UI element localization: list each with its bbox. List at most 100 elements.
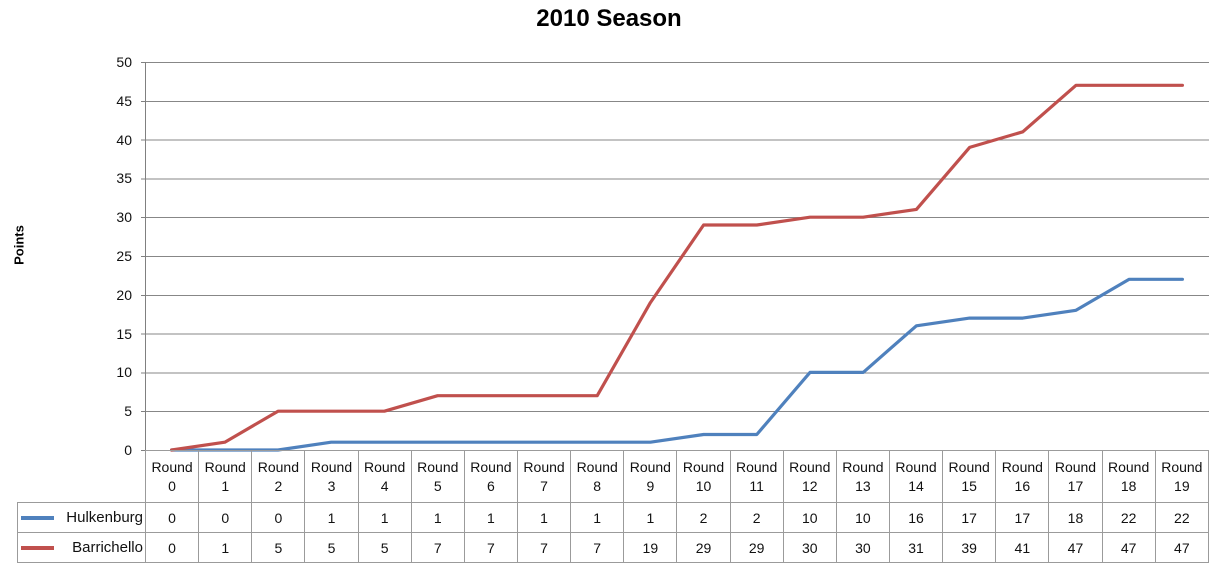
x-axis-label-line1: Round [151, 458, 193, 475]
x-axis-label-line1: Round [1161, 458, 1203, 475]
legend-line-swatch-icon [21, 515, 54, 520]
table-cell: 47 [1048, 532, 1103, 563]
y-tick-label: 40 [116, 131, 132, 148]
x-axis-label-line1: Round [470, 458, 512, 475]
x-axis-label-line2: 2 [274, 477, 283, 494]
legend-item-hulkenburg: Hulkenburg [17, 502, 146, 533]
table-cell: 17 [995, 502, 1050, 533]
table-cell: 1 [623, 502, 678, 533]
x-axis-label-line1: Round [895, 458, 937, 475]
x-axis-label-line1: Round [948, 458, 990, 475]
x-axis-label-line2: 11 [749, 477, 764, 494]
x-axis-label-line1: Round [310, 458, 353, 475]
series-line-hulkenburg [170, 277, 1185, 452]
table-cell: 2 [729, 502, 784, 533]
table-cell: 16 [888, 502, 944, 533]
table-cell: 17 [942, 502, 997, 533]
x-axis-label: Round 19 [1154, 450, 1210, 503]
table-cell: 41 [995, 532, 1050, 563]
table-cell: 0 [144, 532, 200, 563]
x-axis-label-line2: 17 [1067, 477, 1084, 494]
table-cell: 47 [1154, 532, 1210, 563]
x-axis-label-line2: 10 [695, 477, 712, 494]
table-cell: 0 [198, 502, 253, 533]
y-tick-label: 10 [116, 364, 132, 381]
x-axis-label-line2: 16 [1014, 477, 1031, 494]
x-axis-label-line2: 8 [593, 477, 602, 494]
x-axis-label-line1: Round [1001, 458, 1043, 475]
x-axis-label-line1: Round [1054, 458, 1097, 475]
table-cell: 22 [1154, 502, 1210, 533]
table-cell: 5 [251, 532, 306, 563]
y-tick-label: 15 [116, 325, 132, 342]
x-axis-label: Round 0 [144, 450, 200, 503]
x-axis-label: Round 18 [1101, 450, 1156, 503]
x-axis-label: Round 12 [782, 450, 837, 503]
x-axis-label: Round 6 [463, 450, 518, 503]
table-cell: 30 [835, 532, 890, 563]
table-cell: 1 [410, 502, 465, 533]
table-cell: 39 [942, 532, 997, 563]
legend-item-barrichello: Barrichello [17, 532, 146, 563]
table-cell: 7 [463, 532, 518, 563]
table-cell: 1 [570, 502, 625, 533]
table-cell: 7 [570, 532, 625, 563]
series-name: Barrichello [72, 539, 143, 556]
table-cell: 1 [463, 502, 518, 533]
table-cell: 1 [357, 502, 412, 533]
x-axis-label-line1: Round [417, 458, 459, 475]
x-axis-label-line2: 14 [908, 477, 924, 494]
x-axis-label-line1: Round [1107, 458, 1150, 475]
y-tick-label: 20 [116, 286, 132, 303]
table-cell: 7 [516, 532, 572, 563]
y-tick-label: 35 [116, 170, 132, 187]
table-cell: 30 [782, 532, 837, 563]
table-cell: 5 [304, 532, 359, 563]
x-axis-label: Round 13 [835, 450, 890, 503]
x-axis-label-line2: 5 [433, 477, 442, 494]
x-axis-label-line2: 9 [646, 477, 655, 494]
x-axis-label: Round 8 [570, 450, 625, 503]
series-line-barrichello [170, 83, 1185, 452]
x-axis-label: Round 2 [251, 450, 306, 503]
data-table: Round 0 Round 1 Round 2 Round 3 Round 4 Round 5 Roun… [17, 450, 1210, 563]
y-tick-label: 5 [124, 403, 132, 420]
x-axis-label-line2: 18 [1120, 477, 1137, 494]
table-cell: 47 [1101, 532, 1156, 563]
x-axis-label: Round 7 [516, 450, 572, 503]
x-axis-label: Round 14 [888, 450, 944, 503]
table-cell: 1 [304, 502, 359, 533]
table-cell: 1 [198, 532, 253, 563]
y-tick-label: 50 [116, 54, 132, 70]
x-axis-label-line2: 1 [221, 477, 230, 494]
table-corner-spacer [18, 451, 146, 503]
y-tick-label: 45 [116, 92, 132, 109]
y-tick-label: 25 [116, 248, 132, 264]
y-tick-label: 0 [124, 442, 132, 458]
plot-area [141, 62, 1209, 452]
x-axis-label-line2: 19 [1174, 477, 1190, 494]
table-cell: 22 [1101, 502, 1156, 533]
x-axis-label-line1: Round [789, 458, 831, 475]
x-axis-label-line2: 3 [327, 477, 336, 494]
x-axis-label: Round 11 [729, 450, 784, 503]
table-cell: 18 [1048, 502, 1103, 533]
y-tick-label: 30 [116, 209, 132, 226]
x-axis-label-line1: Round [364, 458, 406, 475]
table-cell: 29 [729, 532, 784, 563]
table-cell: 1 [516, 502, 572, 533]
x-axis-label-line2: 13 [855, 477, 871, 494]
x-axis-label-line1: Round [576, 458, 618, 475]
table-cell: 29 [676, 532, 731, 563]
x-axis-label-line2: 12 [801, 477, 818, 494]
series-name: Hulkenburg [66, 509, 143, 526]
x-axis-label: Round 3 [304, 450, 359, 503]
x-axis-label: Round 15 [942, 450, 997, 503]
table-row: Hulkenburg 0 0 0 1 1 1 1 1 1 1 2 2 10 10 16 17 17 18 22 22 [17, 502, 1210, 533]
x-axis-label-line1: Round [629, 458, 671, 475]
x-axis-label-line1: Round [842, 458, 884, 475]
legend-line-swatch-icon [21, 545, 54, 550]
x-axis-label-line1: Round [735, 458, 778, 475]
x-axis-label-line1: Round [204, 458, 246, 475]
